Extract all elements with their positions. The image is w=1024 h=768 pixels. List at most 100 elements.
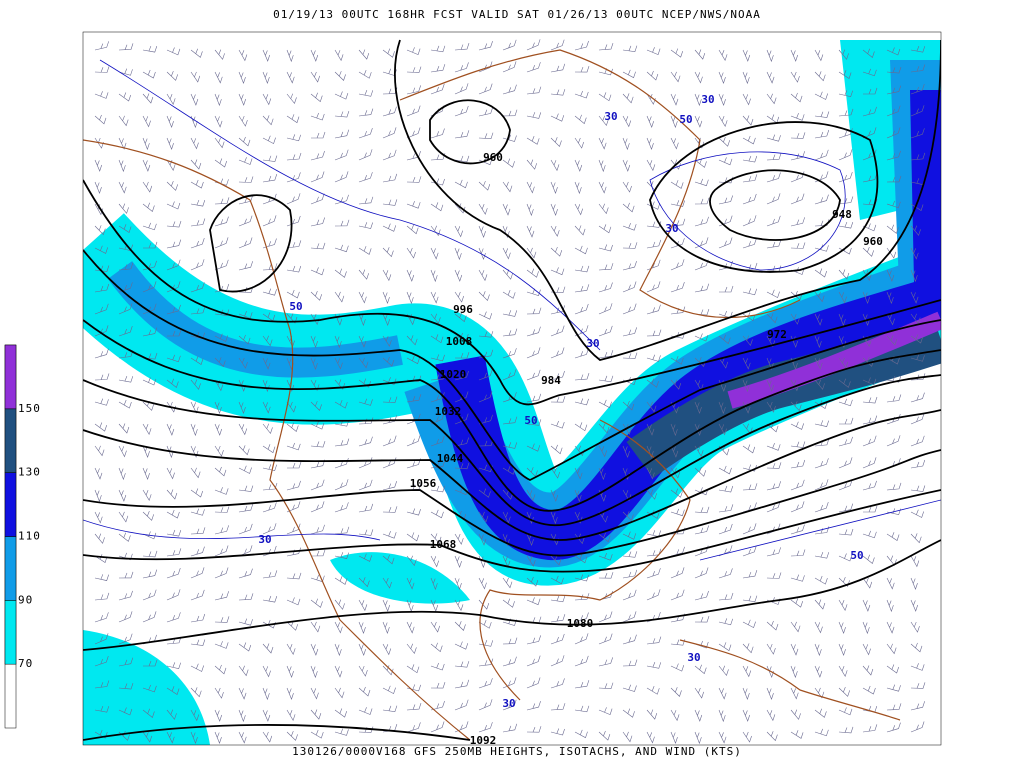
wind-barb [382,377,397,386]
wind-barb [406,47,421,56]
wind-barb [502,328,518,337]
wind-barb [838,687,850,697]
contour-label: 948 [832,208,852,221]
wind-barb [478,41,493,51]
wind-barb [382,313,390,326]
wind-barb [574,729,588,739]
wind-barb [262,595,278,603]
wind-barb [382,577,392,589]
wind-barb [550,113,565,122]
wind-barb [118,303,133,315]
wind-barb [478,247,486,260]
wind-barb [766,443,781,451]
wind-barb [118,633,133,645]
wind-barb [382,127,397,139]
wind-barb [670,423,678,437]
wind-barb [94,633,109,645]
wind-barb [190,259,205,271]
wind-barb [574,655,589,667]
wind-barb [430,435,445,447]
wind-barb [94,592,110,601]
wind-barb [550,159,560,172]
wind-barb [646,662,662,669]
wind-barb [910,152,926,161]
wind-barb [838,90,853,98]
wind-barb [598,511,608,523]
wind-barb [358,707,373,715]
wind-barb [310,549,326,557]
wind-barb [598,633,613,645]
wind-barb [166,731,175,744]
wind-barb [478,311,493,320]
wind-barb [190,48,203,58]
wind-barb [502,466,516,475]
wind-barb [454,130,470,139]
coast-north [399,49,801,319]
wind-barb [94,533,105,544]
wind-barb [886,47,901,56]
wind-barb [742,731,752,743]
wind-barb [478,107,493,117]
wind-barb [358,686,371,697]
wind-barb [214,158,227,168]
wind-barb [910,682,926,689]
wind-barb [382,621,390,634]
wind-barb [742,665,752,678]
wind-barb [430,577,438,591]
wind-barb [910,225,921,236]
wind-barb [190,356,204,365]
wind-barb [526,225,535,238]
wind-barb [143,659,158,667]
isotach-label: 30 [701,93,714,106]
wind-barb [454,437,469,447]
wind-barb [190,546,205,557]
coast-caribbean [679,639,901,721]
wind-barb [742,687,750,700]
wind-barb [262,401,271,414]
wind-barb [814,551,830,559]
wind-barb [574,203,583,216]
wind-barb [358,246,372,255]
wind-barb [286,687,294,700]
wind-barb [838,313,846,327]
wind-barb [430,45,446,53]
wind-barb [526,159,537,170]
wind-barb [166,137,174,150]
wind-barb [550,703,566,711]
wind-barb [238,93,246,106]
wind-barb [478,511,489,523]
wind-barb [886,394,902,403]
wind-barb [742,545,757,557]
wind-barb [358,577,370,588]
wind-barb [838,269,850,280]
contour [709,169,841,241]
wind-barb [838,621,846,634]
wind-barb [526,307,542,315]
contour-label: 1080 [567,617,594,630]
contour-label: 1008 [446,335,473,348]
wind-barb [862,173,878,183]
wind-barb [694,590,709,601]
wind-barb [142,589,157,601]
wind-barb [478,577,487,590]
wind-barb [694,687,704,699]
wind-barb [526,701,541,711]
wind-barb [814,111,830,118]
wind-barb [718,195,733,205]
wind-barb [166,548,182,557]
wind-barb [910,599,918,612]
wind-barb [142,260,157,271]
wind-barb [238,665,249,677]
wind-barb [142,377,157,386]
wind-barb [622,684,637,692]
wind-barb [550,181,558,194]
wind-barb [718,523,733,535]
wind-barb [550,728,565,736]
wind-barb [526,597,541,606]
wind-barb [862,685,876,695]
wind-barb [358,357,369,369]
wind-barb [502,577,513,589]
wind-barb [886,508,901,516]
wind-barb [766,709,776,722]
wind-barb [502,637,518,645]
